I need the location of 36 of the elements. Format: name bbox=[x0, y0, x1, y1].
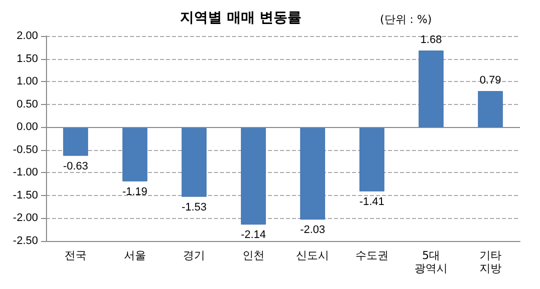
bar bbox=[63, 127, 88, 156]
y-tick-label: -1.50 bbox=[12, 189, 38, 202]
chart-subtitle: (단위 : %) bbox=[380, 13, 432, 26]
data-label: -1.53 bbox=[182, 201, 207, 214]
bar bbox=[418, 50, 444, 128]
chart-title: 지역별 매매 변동률 bbox=[180, 10, 302, 26]
x-tick-label: 서울 bbox=[124, 249, 146, 262]
data-label: -2.03 bbox=[300, 224, 326, 236]
x-tick-label: 기타 지방 bbox=[479, 249, 502, 275]
data-label: -2.14 bbox=[240, 229, 266, 242]
y-tick-label: 0.00 bbox=[16, 121, 38, 134]
x-tick-label: 전국 bbox=[64, 249, 87, 262]
data-label: -0.63 bbox=[63, 160, 88, 172]
x-tick-label: 신도시 bbox=[296, 249, 330, 262]
y-tick-label: 2.00 bbox=[16, 30, 38, 42]
data-label: 0.79 bbox=[480, 74, 502, 87]
bar bbox=[240, 127, 266, 225]
x-tick-label: 경기 bbox=[183, 249, 206, 262]
y-tick-label: 0.50 bbox=[16, 98, 38, 110]
data-label: -1.19 bbox=[122, 186, 148, 198]
bar bbox=[122, 127, 148, 182]
data-label: -1.41 bbox=[359, 196, 384, 208]
y-tick-label: 1.50 bbox=[16, 52, 38, 65]
x-tick-label: 수도권 bbox=[355, 249, 388, 262]
y-tick-label: -2.00 bbox=[12, 212, 38, 224]
bar bbox=[300, 127, 326, 220]
bar bbox=[359, 127, 384, 192]
y-tick-label: -2.50 bbox=[12, 235, 38, 247]
bar bbox=[478, 91, 503, 128]
bar bbox=[182, 127, 207, 197]
y-tick-label: -1.00 bbox=[12, 166, 38, 179]
data-label: 1.68 bbox=[420, 34, 442, 46]
y-tick-label: 1.00 bbox=[16, 76, 38, 88]
x-tick-label: 5대 광역시 bbox=[414, 249, 448, 275]
x-tick-label: 인천 bbox=[242, 249, 264, 262]
y-tick-label: -0.50 bbox=[12, 144, 38, 156]
